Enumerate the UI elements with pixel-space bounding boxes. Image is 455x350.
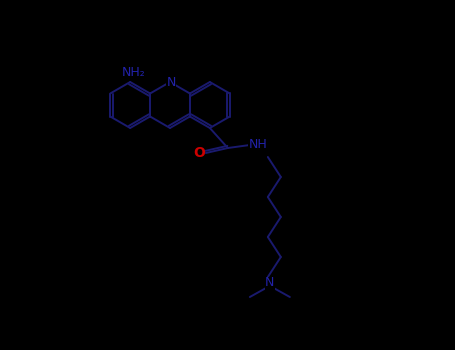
Text: N: N bbox=[265, 276, 274, 289]
Text: NH: NH bbox=[248, 139, 267, 152]
Text: NH₂: NH₂ bbox=[121, 66, 145, 79]
Text: N: N bbox=[167, 76, 176, 89]
Text: O: O bbox=[193, 146, 205, 160]
